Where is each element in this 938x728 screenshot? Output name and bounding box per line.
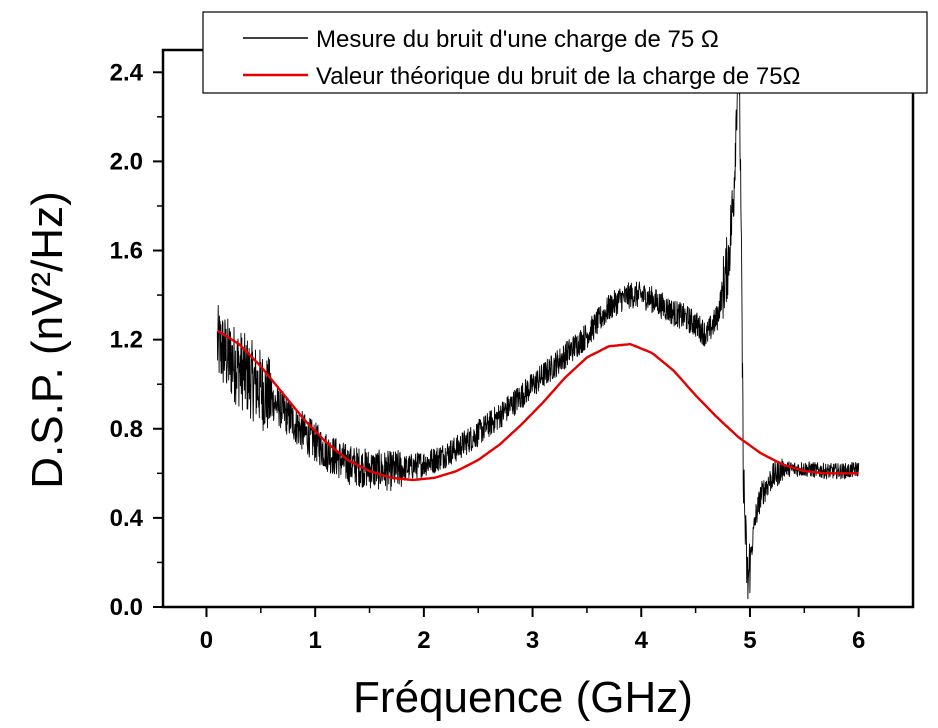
y-tick-label: 2.0 (110, 148, 143, 175)
legend-box (202, 11, 928, 94)
legend: Mesure du bruit d'une charge de 75 Ω Val… (202, 11, 928, 94)
y-axis-title: D.S.P. (nV²/Hz) (23, 191, 72, 488)
x-tick-label: 6 (852, 627, 865, 654)
x-tick-label: 1 (308, 627, 321, 654)
y-tick-label: 0.4 (110, 505, 144, 532)
legend-label-measured: Mesure du bruit d'une charge de 75 Ω (316, 26, 719, 53)
x-axis-title: Fréquence (GHz) (353, 673, 693, 722)
ticks-layer: 0 1 2 3 4 5 6 0.0 0.4 0.8 1.2 1.6 2.0 2.4 (110, 59, 866, 654)
series-theory-line (216, 329, 859, 482)
x-tick-label: 0 (200, 627, 213, 654)
legend-label-theory: Valeur théorique du bruit de la charge d… (316, 63, 801, 90)
x-tick-label: 3 (526, 627, 539, 654)
y-tick-label: 1.2 (110, 327, 143, 354)
y-tick-label: 0.8 (110, 416, 143, 443)
y-tick-label: 1.6 (110, 238, 143, 265)
plot-frame (161, 48, 915, 609)
y-tick-label: 2.4 (110, 59, 144, 86)
series-layer (216, 50, 860, 600)
x-tick-label: 4 (635, 627, 649, 654)
y-tick-label: 0.0 (110, 594, 143, 621)
x-tick-label: 5 (743, 627, 756, 654)
x-tick-label: 2 (417, 627, 430, 654)
series-measured-line (216, 50, 860, 600)
